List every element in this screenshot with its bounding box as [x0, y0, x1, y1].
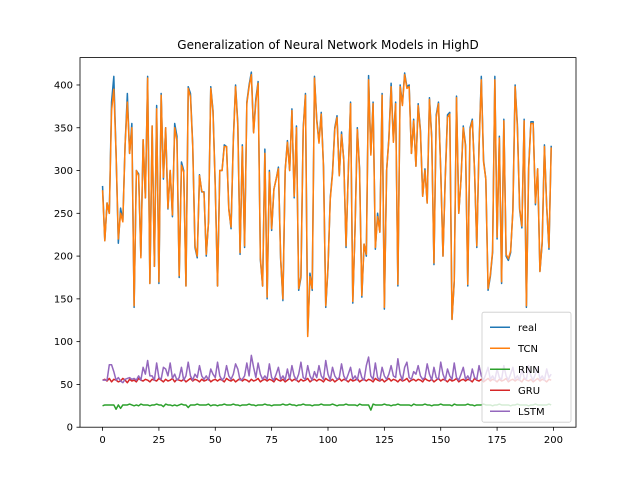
- legend-label-gru: GRU: [518, 386, 540, 397]
- series-line-tcn: [101, 73, 552, 338]
- legend-box: [481, 311, 572, 423]
- y-tick-label: 0: [67, 423, 73, 434]
- x-tick-label: 200: [544, 435, 563, 446]
- y-tick-label: 300: [54, 166, 73, 177]
- x-tick-label: 75: [265, 435, 278, 446]
- y-tick-label: 250: [54, 209, 73, 220]
- legend-label-rnn: RNN: [518, 365, 540, 376]
- y-tick-label: 200: [54, 252, 73, 263]
- y-tick-label: 400: [54, 80, 73, 91]
- axes: 0 25 50 75 100 125 150 175 200 0 50 100 150 200 250 300…: [54, 57, 577, 446]
- legend: real TCN RNN GRU LSTM: [481, 311, 572, 423]
- x-tick-label: 50: [209, 435, 222, 446]
- y-tick-label: 50: [60, 380, 73, 391]
- y-tick-label: 150: [54, 294, 73, 305]
- x-tick-label: 150: [431, 435, 450, 446]
- legend-label-real: real: [518, 323, 537, 334]
- x-tick-label: 25: [153, 435, 166, 446]
- series-line-lstm: [102, 354, 552, 384]
- y-tick-label: 350: [54, 123, 73, 134]
- chart-title: Generalization of Neural Network Models …: [177, 38, 478, 52]
- x-tick-label: 175: [488, 435, 507, 446]
- x-tick-label: 125: [375, 435, 394, 446]
- series-line-rnn: [102, 403, 552, 411]
- y-tick-label: 100: [54, 337, 73, 348]
- legend-label-tcn: TCN: [517, 344, 538, 355]
- x-tick-label: 0: [99, 435, 105, 446]
- plot-area: [101, 71, 552, 411]
- legend-label-lstm: LSTM: [518, 407, 545, 418]
- x-tick-label: 100: [318, 435, 337, 446]
